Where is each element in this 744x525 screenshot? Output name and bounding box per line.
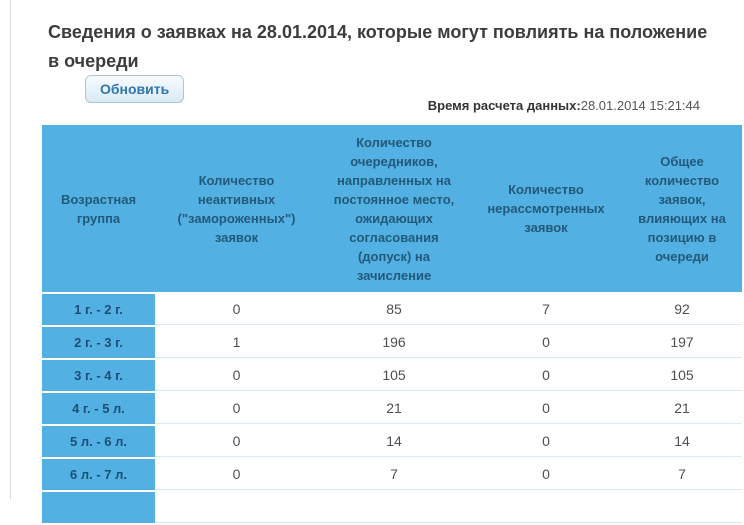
- header-age-group: Возрастная группа: [42, 125, 155, 292]
- value-cell: 0: [470, 459, 622, 490]
- age-group-cell: 1 г. - 2 г.: [42, 294, 155, 325]
- age-group-cell: 4 г. - 5 л.: [42, 393, 155, 424]
- age-group-cell: 5 л. - 6 л.: [42, 426, 155, 457]
- calc-time-value: 28.01.2014 15:21:44: [580, 98, 700, 113]
- age-group-cell: [42, 492, 155, 523]
- value-cell: 21: [622, 393, 742, 424]
- table-row: 3 г. - 4 г. 0 105 0 105: [42, 360, 742, 391]
- value-cell: 197: [622, 327, 742, 358]
- page-title: Сведения о заявках на 28.01.2014, которы…: [48, 22, 708, 72]
- page-edge-divider: [10, 0, 11, 499]
- value-cell: 7: [470, 294, 622, 325]
- value-cell: 0: [470, 360, 622, 391]
- value-cell: [622, 492, 742, 523]
- header-unreviewed-count: Количество нерассмотренных заявок: [470, 125, 622, 292]
- value-cell: 0: [155, 294, 318, 325]
- value-cell: 0: [470, 393, 622, 424]
- value-cell: 21: [318, 393, 470, 424]
- table-row: 6 л. - 7 л. 0 7 0 7: [42, 459, 742, 490]
- value-cell: 92: [622, 294, 742, 325]
- age-group-cell: 6 л. - 7 л.: [42, 459, 155, 490]
- value-cell: 0: [155, 393, 318, 424]
- value-cell: 0: [470, 426, 622, 457]
- refresh-button[interactable]: Обновить: [85, 75, 185, 103]
- value-cell: 14: [318, 426, 470, 457]
- queue-table: Возрастная группа Количество неактивных …: [42, 123, 742, 525]
- value-cell: 0: [155, 459, 318, 490]
- value-cell: [318, 492, 470, 523]
- calc-time-label: Время расчета данных:: [427, 98, 581, 113]
- value-cell: [155, 492, 318, 523]
- value-cell: 14: [622, 426, 742, 457]
- value-cell: [470, 492, 622, 523]
- value-cell: 0: [155, 360, 318, 391]
- value-cell: 196: [318, 327, 470, 358]
- table-row: 4 г. - 5 л. 0 21 0 21: [42, 393, 742, 424]
- value-cell: 7: [622, 459, 742, 490]
- value-cell: 0: [155, 426, 318, 457]
- value-cell: 0: [470, 327, 622, 358]
- header-pending-approval-count: Количество очередников, направленных на …: [318, 125, 470, 292]
- table-row: 1 г. - 2 г. 0 85 7 92: [42, 294, 742, 325]
- value-cell: 105: [318, 360, 470, 391]
- age-group-cell: 2 г. - 3 г.: [42, 327, 155, 358]
- calc-time: Время расчета данных:28.01.2014 15:21:44: [0, 98, 700, 113]
- header-total-count: Общее количество заявок, влияющих на поз…: [622, 125, 742, 292]
- value-cell: 1: [155, 327, 318, 358]
- table-body: 1 г. - 2 г. 0 85 7 92 2 г. - 3 г. 1 196 0 197 3 г.…: [42, 294, 742, 523]
- table-row-partial: [42, 492, 742, 523]
- table-row: 2 г. - 3 г. 1 196 0 197: [42, 327, 742, 358]
- header-inactive-count: Количество неактивных ("замороженных") з…: [155, 125, 318, 292]
- value-cell: 85: [318, 294, 470, 325]
- value-cell: 105: [622, 360, 742, 391]
- table-row: 5 л. - 6 л. 0 14 0 14: [42, 426, 742, 457]
- table-header-row: Возрастная группа Количество неактивных …: [42, 125, 742, 292]
- value-cell: 7: [318, 459, 470, 490]
- age-group-cell: 3 г. - 4 г.: [42, 360, 155, 391]
